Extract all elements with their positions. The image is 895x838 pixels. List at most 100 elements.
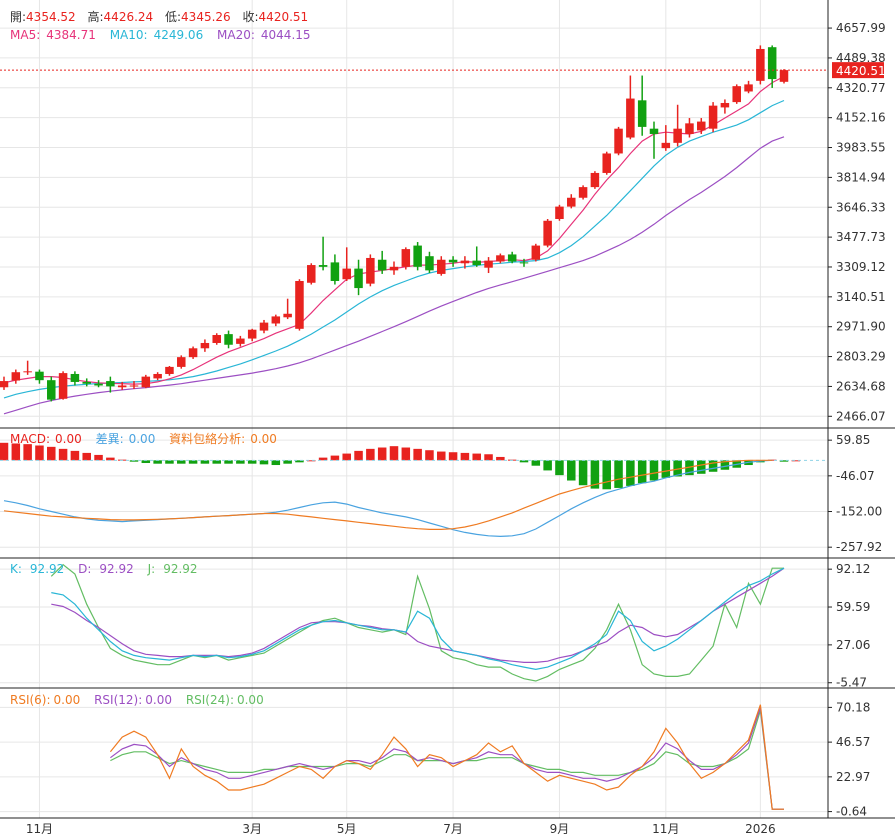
macd-histogram-bar	[354, 450, 363, 461]
candle-body	[531, 245, 541, 260]
macd-histogram-bar	[413, 448, 422, 461]
macd-histogram-bar	[165, 460, 174, 464]
macd-dea-line	[3, 459, 773, 531]
ma-legend: MA5: 4384.71 MA10: 4249.06 MA20: 4044.15	[10, 28, 311, 42]
macd-histogram-bar	[543, 460, 552, 471]
rsi-tick-label: 70.18	[836, 700, 870, 714]
price-tick-label: 3646.33	[836, 200, 886, 214]
macd-histogram-bar	[259, 460, 269, 465]
candle-body	[377, 259, 387, 271]
rsi-tick-label: 46.57	[836, 735, 870, 749]
candle-body	[720, 102, 730, 108]
candle-body	[673, 128, 682, 143]
ma5-line	[3, 75, 785, 385]
candle-body	[47, 380, 56, 400]
x-tick-label: 11月	[652, 822, 679, 836]
candle-body	[685, 123, 694, 134]
candle-body	[756, 48, 765, 81]
macd-histogram-bar	[531, 460, 541, 466]
candle-body	[555, 206, 564, 219]
candle-body	[165, 366, 174, 374]
price-tick-label: 2971.90	[836, 320, 886, 334]
price-tick-label: 4657.99	[836, 21, 886, 35]
macd-histogram-bar	[472, 453, 481, 461]
candle-body	[626, 98, 635, 138]
macd-histogram-bar	[590, 460, 600, 489]
candle-body	[767, 47, 777, 80]
macd-histogram-bar	[23, 444, 32, 461]
macd-histogram-bar	[212, 460, 221, 464]
macd-histogram-bar	[11, 443, 21, 461]
candle-body	[366, 257, 375, 284]
macd-histogram-bar	[685, 460, 694, 476]
price-tick-label: 3814.94	[836, 170, 886, 184]
macd-histogram-bar	[649, 460, 659, 481]
candle-body	[401, 249, 411, 267]
candle-body	[23, 371, 32, 373]
x-tick-label: 11月	[26, 822, 53, 836]
macd-histogram-bar	[70, 450, 80, 461]
macd-histogram-bar	[567, 460, 576, 481]
candle-body	[0, 381, 9, 388]
macd-histogram-bar	[425, 450, 434, 461]
candle-body	[413, 245, 422, 267]
candle-body	[744, 84, 753, 92]
macd-histogram-bar	[602, 460, 611, 490]
price-tick-label: 4320.77	[836, 81, 886, 95]
candle-body	[212, 335, 221, 343]
x-tick-label: 9月	[550, 822, 570, 836]
candle-body	[106, 381, 115, 387]
macd-panel	[0, 442, 828, 538]
macd-histogram-bar	[153, 460, 162, 464]
macd-histogram-bar	[200, 460, 210, 464]
macd-legend: MACD: 0.00 差異: 0.00 資料包絡分析: 0.00	[10, 431, 277, 446]
candle-body	[307, 265, 316, 283]
macd-histogram-bar	[673, 460, 682, 477]
macd-histogram-bar	[342, 453, 351, 461]
candle-body	[11, 372, 21, 381]
price-tick-label: 4489.38	[836, 51, 886, 65]
macd-histogram-bar	[129, 460, 139, 462]
candle-body	[117, 385, 127, 388]
macd-histogram-bar	[35, 445, 44, 461]
candle-body	[236, 338, 245, 344]
macd-histogram-bar	[578, 460, 588, 486]
svg-text:4420.51: 4420.51	[836, 64, 886, 78]
macd-histogram-bar	[82, 452, 91, 461]
candle-body	[58, 373, 68, 399]
macd-dif-line	[3, 459, 773, 538]
macd-histogram-bar	[779, 460, 789, 462]
macd-tick-label: -257.92	[836, 540, 882, 554]
candle-body	[129, 385, 139, 387]
macd-histogram-bar	[94, 454, 103, 461]
candle-body	[661, 142, 671, 149]
macd-histogram-bar	[697, 460, 706, 474]
candle-body	[567, 197, 576, 207]
kdj-k-line	[51, 567, 785, 671]
kdj-j-line	[50, 563, 784, 682]
candle-body	[649, 128, 659, 134]
candle-body	[484, 260, 493, 268]
macd-tick-label: 59.85	[836, 433, 870, 447]
macd-histogram-bar	[496, 456, 505, 461]
rsi-tick-label: 22.97	[836, 770, 870, 784]
current-price-tag: 4420.51	[832, 62, 886, 79]
macd-histogram-bar	[58, 448, 68, 461]
price-tick-label: 4152.16	[836, 111, 886, 125]
candle-body	[425, 256, 434, 271]
candle-body	[70, 373, 80, 382]
rsi-panel	[109, 704, 784, 810]
candle-body	[614, 128, 623, 154]
ohlc-legend: 開:4354.52 高:4426.24 低:4345.26 收:4420.51	[10, 9, 308, 24]
macd-histogram-bar	[661, 460, 671, 478]
kdj-tick-label: 59.59	[836, 600, 870, 614]
macd-histogram-bar	[637, 460, 647, 484]
macd-histogram-bar	[177, 460, 186, 464]
price-tick-label: 3983.55	[836, 141, 886, 155]
rsi-tick-label: -0.64	[836, 805, 867, 819]
candle-body	[590, 172, 600, 188]
candle-body	[259, 322, 269, 331]
macd-histogram-bar	[330, 455, 340, 461]
kdj-d-line	[51, 567, 785, 664]
macd-histogram-bar	[188, 460, 198, 464]
